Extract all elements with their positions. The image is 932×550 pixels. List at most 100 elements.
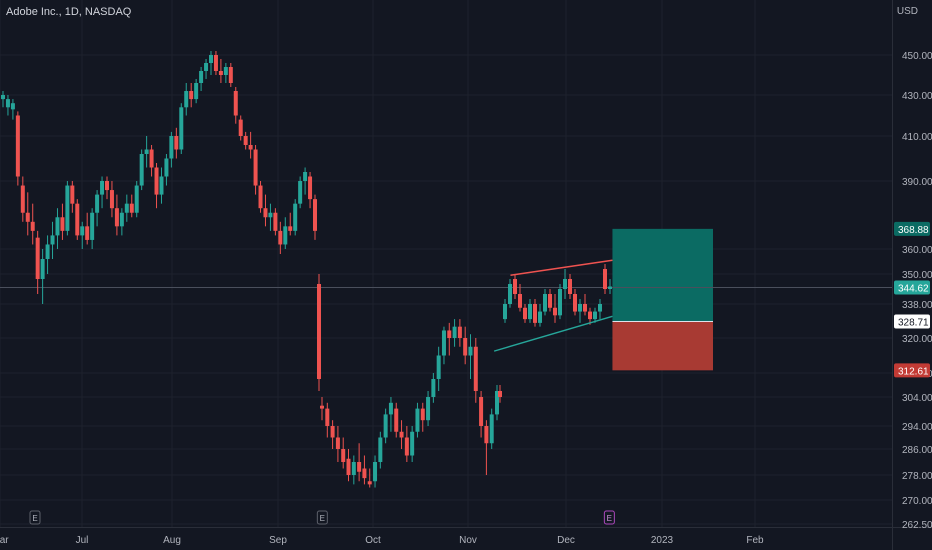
last-price-badge [894, 280, 930, 295]
candle-body [317, 284, 321, 379]
candle-body [164, 158, 169, 177]
candle-body [149, 149, 154, 168]
stop-zone[interactable] [612, 321, 713, 371]
candle-body [335, 437, 340, 449]
x-tick-label: 2023 [651, 535, 674, 546]
candle-body [139, 154, 144, 186]
candle-body [119, 212, 124, 227]
candle-body [538, 311, 542, 323]
candle-body [518, 294, 522, 308]
y-tick-label: 338.00 [902, 300, 932, 311]
candle-body [55, 217, 60, 236]
y-tick-label: 350.00 [902, 270, 932, 281]
candle-body [495, 391, 499, 415]
candle-body [209, 55, 213, 63]
candle-body [75, 203, 80, 236]
candle-body [40, 259, 45, 279]
earnings-marker[interactable] [603, 510, 615, 525]
candle-body [85, 226, 90, 240]
candle-body [189, 91, 194, 100]
y-tick-label: 304.00 [902, 393, 932, 404]
candle-body [90, 212, 95, 240]
candles [1, 51, 612, 488]
candle-body [489, 414, 494, 444]
x-tick-label: Oct [365, 535, 381, 546]
candle-body [373, 462, 378, 482]
candle-body [263, 208, 268, 218]
candle-body [553, 307, 557, 316]
candle-body [194, 83, 199, 100]
candle-body [394, 408, 399, 432]
candle-body [184, 91, 189, 108]
candle-body [169, 136, 174, 159]
candle-body [436, 355, 441, 379]
currency-label: USD [896, 6, 918, 17]
candle-body [558, 289, 562, 316]
lower-trendline[interactable] [493, 315, 613, 352]
upper-trendline[interactable] [510, 259, 613, 276]
earnings-marker-label: E [32, 514, 37, 523]
candle-body [513, 279, 517, 294]
candle-body [431, 379, 436, 397]
candle-body [273, 212, 278, 231]
candle-body [134, 185, 139, 213]
candle-body [563, 279, 567, 289]
candle-body [124, 203, 129, 213]
candle-body [95, 194, 100, 213]
candle-body [608, 286, 612, 289]
candle-body [288, 226, 293, 231]
candle-body [114, 208, 119, 227]
stop-price-badge [894, 363, 930, 378]
candle-body [473, 346, 478, 391]
earnings-marker[interactable] [316, 510, 328, 525]
candle-body [298, 181, 303, 204]
target-price-label: 368.88 [898, 225, 929, 236]
candle-body [330, 426, 335, 438]
candle-body [248, 145, 253, 150]
candle-body [603, 269, 607, 289]
candle-body [399, 431, 404, 438]
candle-body [548, 294, 552, 308]
candle-body [573, 294, 577, 312]
candle-body [238, 119, 243, 136]
candle-body [388, 402, 393, 415]
chart-title: Adobe Inc., 1D, NASDAQ [6, 6, 132, 18]
x-tick-label: Nov [459, 535, 477, 546]
candle-body [415, 408, 420, 432]
candle-body [341, 449, 346, 462]
candle-body [503, 304, 507, 320]
earnings-marker[interactable] [29, 510, 41, 525]
entry-price-label: 328.71 [898, 318, 929, 329]
candle-body [357, 462, 362, 472]
candle-body [109, 190, 114, 209]
last-price-label: 344.62 [898, 283, 929, 294]
x-tick-label: Feb [746, 535, 764, 546]
candle-body [174, 136, 179, 150]
target-price-badge [894, 221, 930, 236]
candle-body [100, 181, 105, 195]
candle-body [233, 91, 238, 116]
candle-body [325, 408, 330, 426]
candle-body [410, 431, 415, 456]
candle-body [484, 426, 489, 444]
candle-body [25, 212, 30, 222]
candle-body [253, 149, 258, 186]
candle-body [508, 284, 512, 304]
candle-body [243, 136, 248, 145]
candle-body [179, 107, 184, 150]
candle-body [441, 330, 446, 356]
candle-body [320, 405, 324, 409]
candle-body [228, 67, 233, 83]
candle-body [457, 326, 462, 338]
candle-body [598, 304, 602, 312]
y-tick-label: 270.00 [902, 496, 932, 507]
y-tick-label: 278.00 [902, 471, 932, 482]
candle-body [213, 55, 218, 71]
candle-body [10, 103, 15, 110]
candle-body [523, 307, 527, 320]
candle-body [543, 294, 547, 312]
target-zone[interactable] [612, 228, 713, 322]
candle-body [1, 95, 5, 100]
candle-body [383, 414, 388, 438]
